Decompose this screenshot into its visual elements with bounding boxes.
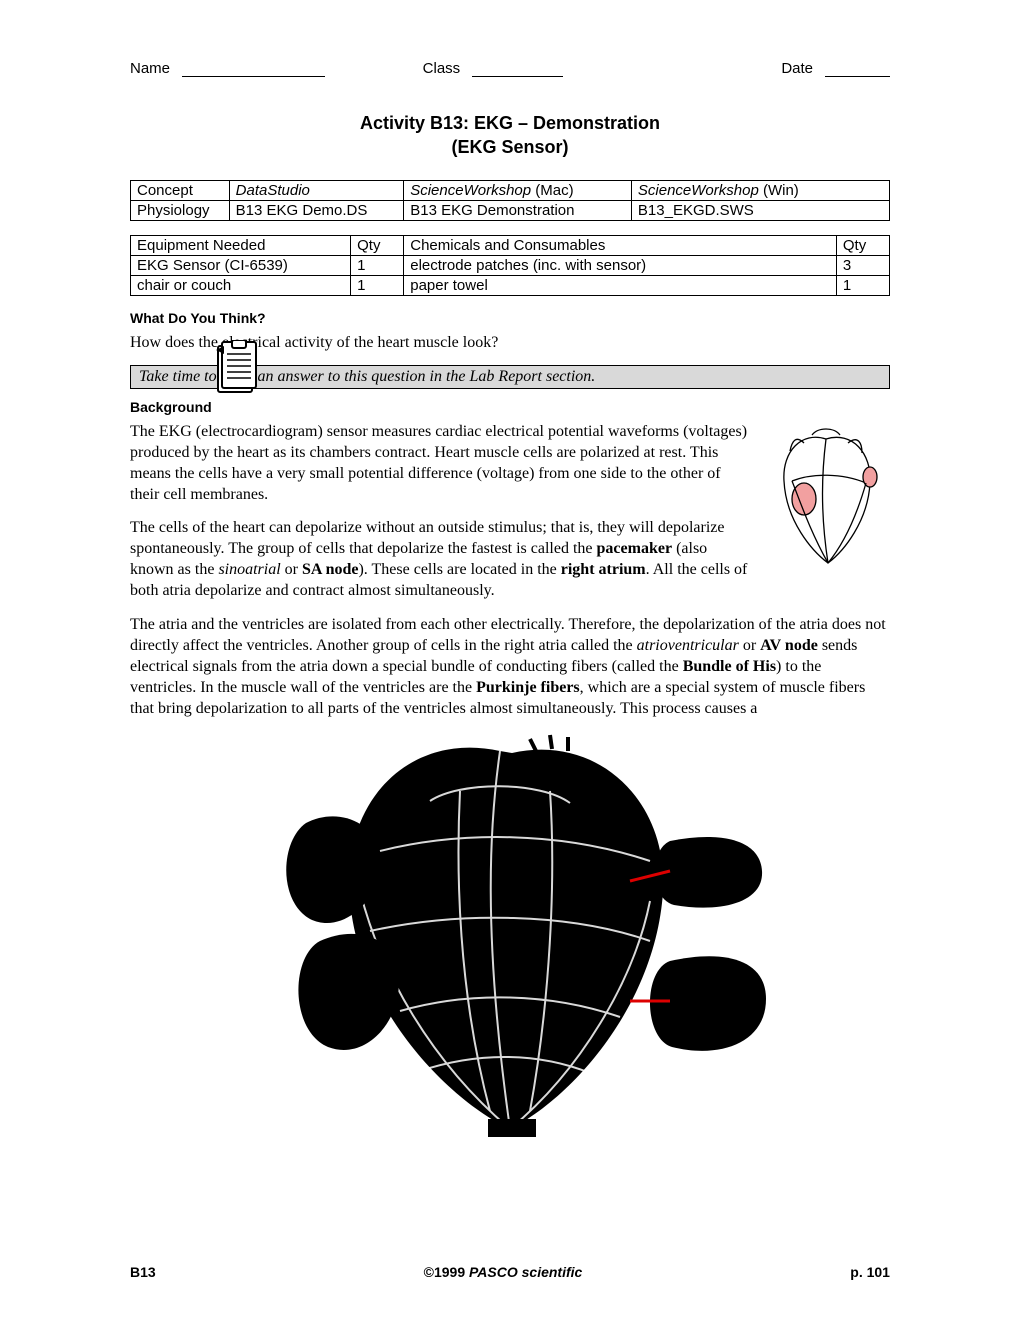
background-heading: Background [130, 399, 890, 415]
cell: paper towel [404, 275, 837, 295]
bg-paragraph-3: The atria and the ventricles are isolate… [130, 614, 890, 720]
activity-title: Activity B13: EKG – Demonstration (EKG S… [130, 111, 890, 160]
class-label: Class [423, 60, 461, 77]
footer-center: ©1999 PASCO scientific [424, 1264, 583, 1280]
equipment-table: Equipment Needed Qty Chemicals and Consu… [130, 235, 890, 296]
cell-concept-h: Concept [131, 180, 230, 200]
table-row: EKG Sensor (CI-6539) 1 electrode patches… [131, 255, 890, 275]
table-row: Equipment Needed Qty Chemicals and Consu… [131, 235, 890, 255]
cell-swmac-h: ScienceWorkshop (Mac) [404, 180, 632, 200]
cell: Equipment Needed [131, 235, 351, 255]
footer-left: B13 [130, 1264, 156, 1280]
large-diagram-wrap [130, 731, 890, 1146]
software-table: Concept DataStudio ScienceWorkshop (Mac)… [130, 180, 890, 221]
cell: Qty [351, 235, 404, 255]
footer-right: p. 101 [850, 1264, 890, 1280]
table-row: Concept DataStudio ScienceWorkshop (Mac)… [131, 180, 890, 200]
cell: 1 [351, 255, 404, 275]
heart-large-icon [250, 731, 770, 1141]
title-line1: Activity B13: EKG – Demonstration [360, 113, 660, 133]
cell: Chemicals and Consumables [404, 235, 837, 255]
date-blank[interactable] [825, 60, 890, 77]
page-footer: B13 ©1999 PASCO scientific p. 101 [130, 1264, 890, 1280]
cell: 3 [836, 255, 889, 275]
cell: B13_EKGD.SWS [631, 200, 889, 220]
cell-datastudio-h: DataStudio [229, 180, 404, 200]
cell-swwin-h: ScienceWorkshop (Win) [631, 180, 889, 200]
cell: B13 EKG Demo.DS [229, 200, 404, 220]
class-blank[interactable] [472, 60, 563, 77]
cell: EKG Sensor (CI-6539) [131, 255, 351, 275]
heart-small-icon [762, 421, 890, 571]
title-line2: (EKG Sensor) [451, 137, 568, 157]
cell: 1 [836, 275, 889, 295]
cell: chair or couch [131, 275, 351, 295]
name-blank[interactable] [182, 60, 325, 77]
cell: B13 EKG Demonstration [404, 200, 632, 220]
date-label: Date [781, 60, 813, 77]
name-label: Name [130, 60, 170, 77]
table-row: chair or couch 1 paper towel 1 [131, 275, 890, 295]
cell: 1 [351, 275, 404, 295]
page: Name Class Date Activity B13: EKG – Demo… [0, 0, 1020, 1320]
think-heading: What Do You Think? [130, 310, 890, 326]
clipboard-icon [214, 340, 260, 396]
table-row: Physiology B13 EKG Demo.DS B13 EKG Demon… [131, 200, 890, 220]
student-header: Name Class Date [130, 60, 890, 77]
cell: Physiology [131, 200, 230, 220]
cell: Qty [836, 235, 889, 255]
cell: electrode patches (inc. with sensor) [404, 255, 837, 275]
content: What Do You Think? How does the electric… [130, 310, 890, 1147]
